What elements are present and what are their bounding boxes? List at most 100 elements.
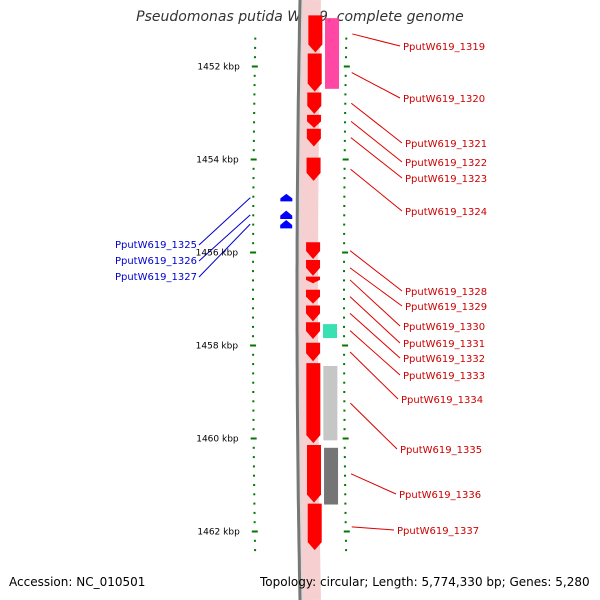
tick-mark-left: [251, 65, 258, 68]
tick-mark-right: [343, 363, 346, 366]
tick-mark-right: [343, 65, 350, 68]
tick-mark-right: [343, 214, 346, 217]
tick-mark-left: [252, 418, 255, 421]
tick-mark-left: [252, 130, 255, 133]
tick-mark-left: [252, 409, 255, 412]
tick-mark-right: [343, 391, 346, 393]
tick-mark-left: [252, 260, 255, 263]
tick-mark-left: [253, 502, 256, 505]
tick-mark-left: [252, 372, 255, 375]
tick-mark-left: [252, 456, 255, 459]
tick-mark-left: [253, 521, 256, 524]
gene-label: PputW619_1323: [405, 174, 487, 185]
gene-leader-line: [198, 197, 251, 246]
tick-mark-left: [252, 363, 255, 366]
tick-mark-right: [343, 130, 346, 133]
tick-mark-left: [252, 465, 255, 468]
gene-leader-line: [198, 214, 251, 262]
tick-mark-right: [342, 251, 349, 254]
dark-gray-feature: [324, 447, 339, 505]
tick-mark-left: [250, 344, 257, 347]
tick-mark-right: [344, 74, 347, 77]
gene-leader-line: [350, 102, 403, 144]
tick-mark-right: [343, 456, 346, 459]
gene-label: PputW619_1326: [115, 256, 197, 267]
gene-leader-line: [350, 168, 403, 212]
tick-mark-left: [253, 511, 256, 514]
tick-mark-right: [342, 437, 349, 440]
reverse-gene-track: [280, 193, 293, 229]
gene-label: PputW619_1336: [399, 490, 481, 501]
tick-mark-left: [253, 493, 256, 496]
tick-mark-left: [252, 270, 255, 273]
tick-mark-left: [253, 112, 256, 114]
tick-mark-right: [344, 84, 347, 87]
forward-gene-arrow: [306, 305, 321, 322]
scale-label: 1452 kbp: [197, 63, 240, 73]
tick-mark-right: [343, 139, 346, 142]
gene-leader-line: [349, 351, 399, 400]
scale-ticks-left: [250, 37, 258, 552]
tick-mark-left: [252, 232, 255, 235]
light-gray-feature: [323, 365, 338, 441]
gene-label: PputW619_1335: [400, 445, 482, 456]
gene-label: PputW619_1332: [403, 354, 485, 365]
tick-mark-right: [345, 37, 348, 40]
tick-mark-right: [344, 484, 347, 486]
gene-label: PputW619_1330: [403, 322, 485, 333]
tick-mark-right: [343, 186, 346, 189]
tick-mark-right: [343, 335, 346, 338]
tick-mark-right: [344, 521, 347, 524]
tick-mark-left: [254, 46, 257, 49]
tick-mark-left: [252, 325, 255, 328]
tick-mark-left: [253, 102, 256, 105]
forward-gene-arrow: [306, 342, 321, 362]
tick-mark-left: [252, 139, 255, 142]
feature-track: [323, 18, 340, 505]
gene-leader-line: [351, 526, 395, 531]
accession-text: Accession: NC_010501: [9, 575, 146, 589]
forward-gene-arrow: [306, 363, 321, 444]
tick-mark-right: [343, 167, 346, 170]
forward-gene-arrow: [306, 242, 321, 260]
tick-mark-right: [343, 307, 346, 310]
tick-mark-left: [253, 74, 256, 77]
gene-leader-line: [349, 279, 401, 327]
tick-mark-right: [343, 446, 346, 449]
gene-leader-line: [350, 473, 397, 495]
tick-mark-right: [343, 400, 346, 403]
tick-mark-right: [343, 372, 346, 375]
tick-mark-right: [343, 409, 346, 412]
tick-mark-right: [343, 353, 346, 356]
tick-mark-right: [343, 177, 346, 180]
gene-label: PputW619_1334: [401, 395, 483, 406]
forward-gene-arrow: [306, 128, 321, 147]
gene-label: PputW619_1322: [405, 158, 487, 169]
tick-mark-left: [252, 242, 255, 245]
tick-mark-left: [252, 298, 255, 300]
tick-mark-right: [344, 56, 347, 59]
tick-mark-left: [252, 288, 255, 291]
gene-leader-line: [349, 313, 401, 359]
gene-label: PputW619_1320: [403, 94, 485, 105]
tick-mark-left: [252, 195, 255, 198]
tick-mark-left: [252, 335, 255, 338]
gene-label: PputW619_1333: [403, 371, 485, 382]
gene-leader-line: [349, 250, 403, 292]
tick-mark-right: [343, 270, 346, 273]
tick-mark-left: [252, 167, 255, 170]
tick-mark-right: [343, 298, 346, 300]
tick-mark-left: [253, 539, 256, 542]
tick-mark-right: [343, 149, 346, 152]
tick-mark-left: [252, 428, 255, 431]
scale-ticks-right: [342, 37, 350, 552]
tick-mark-left: [251, 530, 258, 533]
tick-mark-right: [344, 121, 347, 124]
gene-leader-line: [349, 267, 403, 307]
reverse-gene-arrow: [280, 219, 293, 229]
forward-gene-arrow: [308, 15, 323, 53]
gene-leader-line: [350, 402, 398, 450]
tick-mark-right: [344, 112, 347, 114]
genome-backbone-shadow: [296, 0, 305, 600]
